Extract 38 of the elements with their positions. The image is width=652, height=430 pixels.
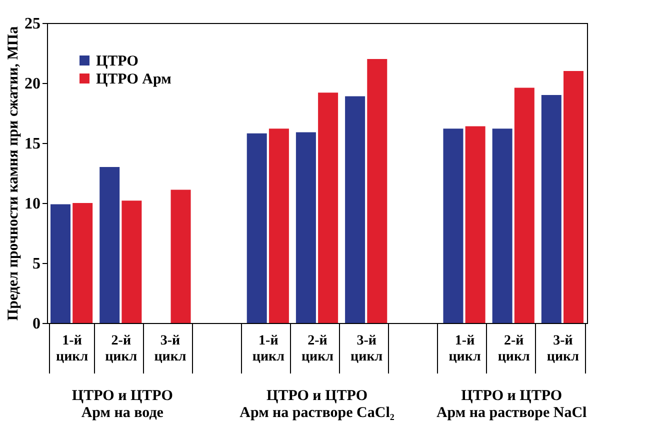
bar: [367, 59, 388, 323]
y-axis-title: Предел прочности камня при сжатии, МПа: [6, 26, 22, 321]
y-tick-label: 20: [24, 76, 40, 92]
legend-label: ЦТРО Арм: [96, 72, 172, 88]
bar: [564, 71, 584, 323]
bar: [443, 128, 464, 323]
x-tick-label: 2-й цикл: [105, 334, 138, 364]
x-tick-label: 3-й цикл: [350, 334, 383, 364]
bar: [72, 203, 93, 323]
bar: [100, 167, 120, 323]
bar: [296, 132, 316, 323]
bar: [345, 96, 366, 323]
x-tick-label: 3-й цикл: [546, 334, 580, 364]
x-tick-label: 1-й цикл: [56, 334, 88, 364]
bar: [268, 128, 289, 323]
y-tick-label: 10: [24, 196, 40, 212]
x-tick-label: 1-й цикл: [252, 334, 285, 364]
y-tick-label: 5: [32, 256, 40, 272]
bar: [492, 128, 512, 323]
text: ЦТРО и ЦТРО Арм на воде: [72, 388, 173, 421]
bar: [246, 133, 267, 323]
legend-label: ЦТРО: [96, 54, 138, 70]
y-tick-label: 15: [24, 136, 40, 152]
text: ЦТРО и ЦТРО Арм на растворе CaCl₂: [240, 388, 395, 421]
bar: [122, 200, 142, 323]
bar: [318, 92, 338, 323]
x-tick-label: 2-й цикл: [301, 334, 334, 364]
x-tick-label: 3-й цикл: [154, 334, 186, 364]
bar: [541, 95, 562, 323]
text: ЦТРО и ЦТРО Арм на растворе NaCl: [436, 388, 587, 421]
x-tick-label: 1-й цикл: [448, 334, 481, 364]
bar: [514, 88, 534, 323]
bar: [465, 126, 486, 323]
x-tick-label: 2-й цикл: [498, 334, 530, 364]
bar: [170, 190, 191, 323]
bar: [50, 204, 70, 323]
y-tick-label: 25: [24, 16, 40, 32]
y-tick-label: 0: [32, 316, 40, 332]
